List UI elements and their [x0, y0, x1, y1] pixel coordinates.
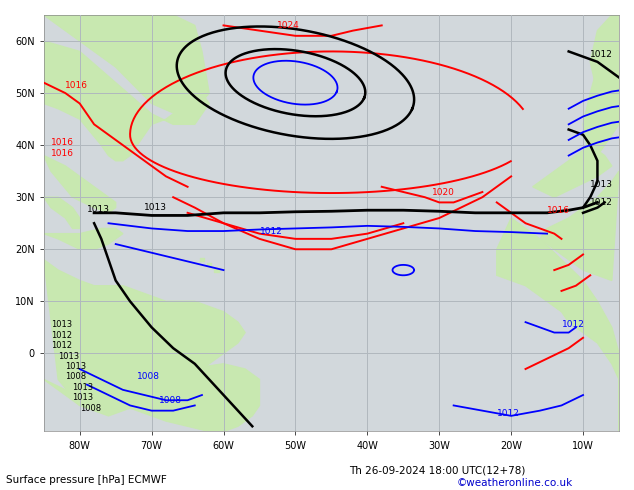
Polygon shape: [44, 260, 245, 416]
Polygon shape: [207, 263, 211, 267]
Text: Surface pressure [hPa] ECMWF: Surface pressure [hPa] ECMWF: [6, 475, 167, 485]
Polygon shape: [44, 155, 115, 213]
Text: ©weatheronline.co.uk: ©weatheronline.co.uk: [456, 478, 573, 488]
Polygon shape: [540, 171, 619, 280]
Polygon shape: [590, 15, 619, 93]
Text: 1013: 1013: [590, 180, 613, 189]
Text: 1013: 1013: [72, 393, 94, 402]
Polygon shape: [497, 218, 619, 432]
Polygon shape: [44, 15, 209, 119]
Polygon shape: [533, 145, 612, 197]
Text: 1016: 1016: [51, 148, 74, 158]
Text: 1013: 1013: [87, 205, 110, 214]
Text: 1008: 1008: [65, 372, 86, 381]
Text: 1012: 1012: [562, 320, 585, 329]
Text: 1008: 1008: [159, 396, 182, 405]
Polygon shape: [44, 41, 209, 161]
Text: 1008: 1008: [137, 372, 160, 381]
Polygon shape: [44, 364, 259, 432]
Text: 1013: 1013: [72, 383, 94, 392]
Text: 1016: 1016: [547, 206, 570, 215]
Text: 1012: 1012: [259, 227, 282, 236]
Text: 1013: 1013: [145, 203, 167, 212]
Text: 1012: 1012: [51, 331, 72, 340]
Text: 1013: 1013: [65, 362, 86, 371]
Text: 1008: 1008: [80, 404, 101, 413]
Text: Th 26-09-2024 18:00 UTC(12+78): Th 26-09-2024 18:00 UTC(12+78): [349, 466, 525, 475]
Polygon shape: [44, 197, 80, 228]
Text: 1013: 1013: [58, 352, 79, 361]
Text: 1016: 1016: [65, 81, 88, 90]
Text: 1013: 1013: [51, 320, 72, 329]
Text: 1016: 1016: [51, 138, 74, 147]
Text: 1020: 1020: [432, 188, 455, 196]
Text: 1012: 1012: [590, 198, 613, 207]
Text: 1012: 1012: [497, 409, 520, 418]
Text: 1012: 1012: [51, 341, 72, 350]
Polygon shape: [583, 15, 619, 166]
Polygon shape: [200, 258, 204, 261]
Polygon shape: [44, 228, 123, 249]
Text: 1024: 1024: [277, 21, 300, 30]
Text: 1012: 1012: [590, 49, 613, 59]
Polygon shape: [214, 269, 219, 271]
